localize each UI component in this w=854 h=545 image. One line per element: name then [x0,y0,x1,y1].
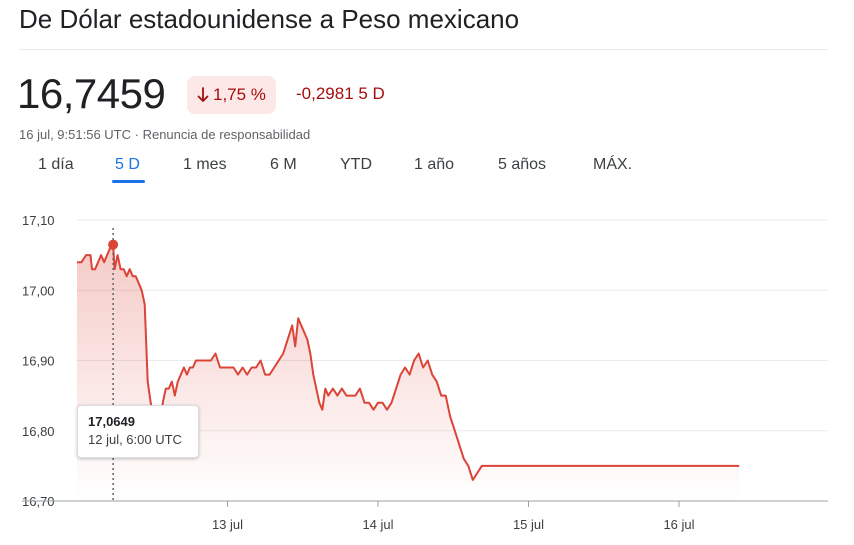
chart-tooltip: 17,0649 12 jul, 6:00 UTC [77,405,199,458]
header-divider [19,49,828,50]
y-tick-label: 16,80 [22,424,55,439]
tab-1-month[interactable]: 1 mes [183,156,227,173]
percent-change-value: 1,75 % [213,85,266,104]
x-tick-label: 16 jul [663,517,694,532]
tab-max[interactable]: MÁX. [593,156,633,173]
tooltip-value: 17,0649 [88,414,135,429]
tab-6-months[interactable]: 6 M [270,156,297,173]
highlight-point [108,239,119,250]
arrow-down-icon [197,87,209,102]
disclaimer-link[interactable]: Renuncia de responsabilidad [142,127,311,142]
tab-5-years[interactable]: 5 años [498,156,547,173]
page-title: De Dólar estadounidense a Peso mexicano [19,4,520,34]
x-tick-label: 13 jul [212,517,243,532]
current-price: 16,7459 [17,70,166,117]
quote-timestamp: 16 jul, 9:51:56 UTC [19,127,132,142]
quote-meta: 16 jul, 9:51:56 UTC · Renuncia de respon… [19,127,310,142]
absolute-change: -0,2981 5 D [296,84,385,103]
y-tick-label: 17,00 [22,283,55,298]
tab-5-days[interactable]: 5 D [115,156,140,173]
tab-ytd[interactable]: YTD [340,156,372,173]
chart-area [77,243,740,501]
x-tick-label: 15 jul [513,517,544,532]
x-tick-label: 14 jul [362,517,393,532]
series-line [77,243,740,481]
tab-1-year[interactable]: 1 año [414,156,455,173]
y-tick-label: 17,10 [22,213,55,228]
y-tick-label: 16,90 [22,354,55,369]
meta-separator: · [131,127,143,142]
active-tab-indicator [112,180,145,183]
tooltip-time: 12 jul, 6:00 UTC [88,432,182,447]
percent-change-badge: 1,75 % [187,76,276,114]
tab-1-day[interactable]: 1 día [38,156,74,173]
